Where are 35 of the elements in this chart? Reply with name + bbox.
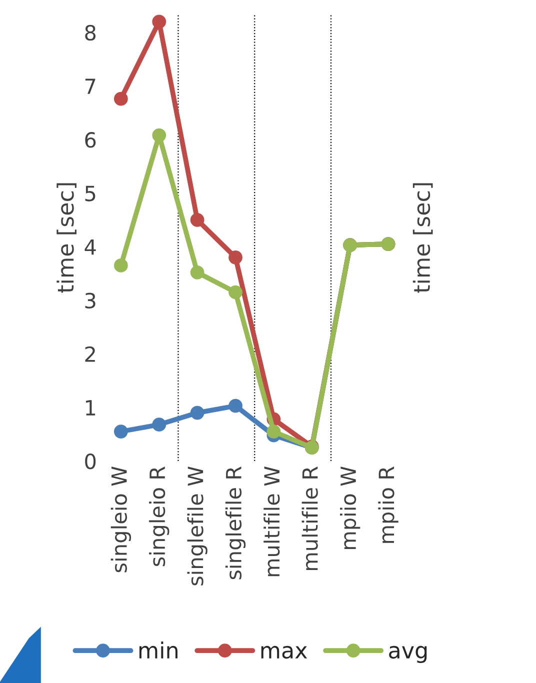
point [114, 424, 128, 439]
y-tick-label: 5 [85, 186, 96, 202]
x-tick-label: singleio W [110, 466, 132, 572]
y-tick-label: 2 [85, 346, 95, 362]
legend-label: max [261, 646, 308, 659]
legend-label: avg [389, 646, 427, 663]
point [190, 406, 204, 420]
x-tick-label: singleio R [149, 466, 170, 566]
y-tick-label: 8 [85, 24, 96, 41]
point [152, 128, 166, 142]
point [152, 418, 166, 432]
point [152, 14, 166, 29]
point [190, 265, 204, 280]
y-tick-label: 4 [84, 239, 96, 255]
point [114, 92, 128, 106]
x-tick-label: multifile R [302, 466, 318, 570]
legend-label: min [139, 641, 178, 658]
point [266, 424, 281, 439]
x-tick-label: mpiio W [340, 466, 360, 550]
point [114, 258, 128, 272]
y2-axis-title: time [sec] [412, 183, 433, 293]
x-tick-label: multifile W [264, 466, 280, 576]
y-tick-label: 3 [85, 292, 96, 309]
x-tick-label: singlefile W [187, 466, 208, 586]
y-tick-label: 7 [85, 78, 96, 94]
y-tick-label: 6 [85, 132, 96, 148]
y-tick-label: 0 [85, 453, 96, 470]
point [228, 398, 242, 413]
point [228, 285, 242, 300]
x-tick-label: mpiio R [378, 466, 398, 543]
point [228, 250, 242, 264]
y-tick-label: 1 [86, 400, 96, 416]
point [190, 212, 204, 227]
x-tick-label: singlefile R [225, 466, 246, 580]
y-axis-title: time [sec] [56, 183, 76, 293]
